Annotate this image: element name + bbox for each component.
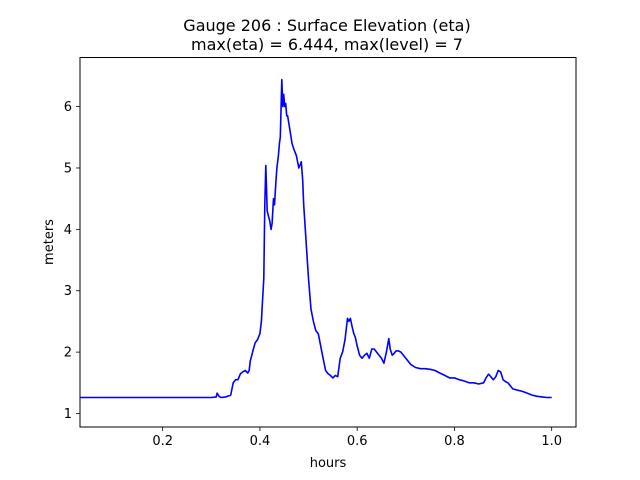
y-tick-label: 3 — [64, 284, 72, 299]
plot-area-frame — [79, 57, 577, 428]
y-tick-label: 2 — [64, 346, 72, 361]
chart-title-line1: Gauge 206 : Surface Elevation (eta) — [183, 16, 470, 35]
y-axis-label: meters — [42, 219, 57, 265]
y-tick-label: 5 — [64, 161, 72, 176]
x-tick-label: 0.4 — [250, 434, 271, 449]
x-tick-label: 0.8 — [444, 434, 465, 449]
series-line — [80, 78, 552, 399]
y-tick-label: 1 — [64, 407, 72, 422]
x-axis-label: hours — [310, 456, 347, 471]
y-tick-label: 4 — [64, 223, 72, 238]
x-tick-label: 1.0 — [541, 434, 562, 449]
x-tick-label: 0.6 — [347, 434, 368, 449]
y-tick-label: 6 — [64, 100, 72, 115]
x-axis-ticks: 0.2 0.4 0.6 0.8 1.0 — [152, 427, 562, 449]
x-tick-label: 0.2 — [152, 434, 173, 449]
chart-title-line2: max(eta) = 6.444, max(level) = 7 — [191, 35, 463, 54]
y-axis-ticks: 1 2 3 4 5 6 — [64, 100, 80, 422]
plot-lines — [80, 78, 552, 399]
